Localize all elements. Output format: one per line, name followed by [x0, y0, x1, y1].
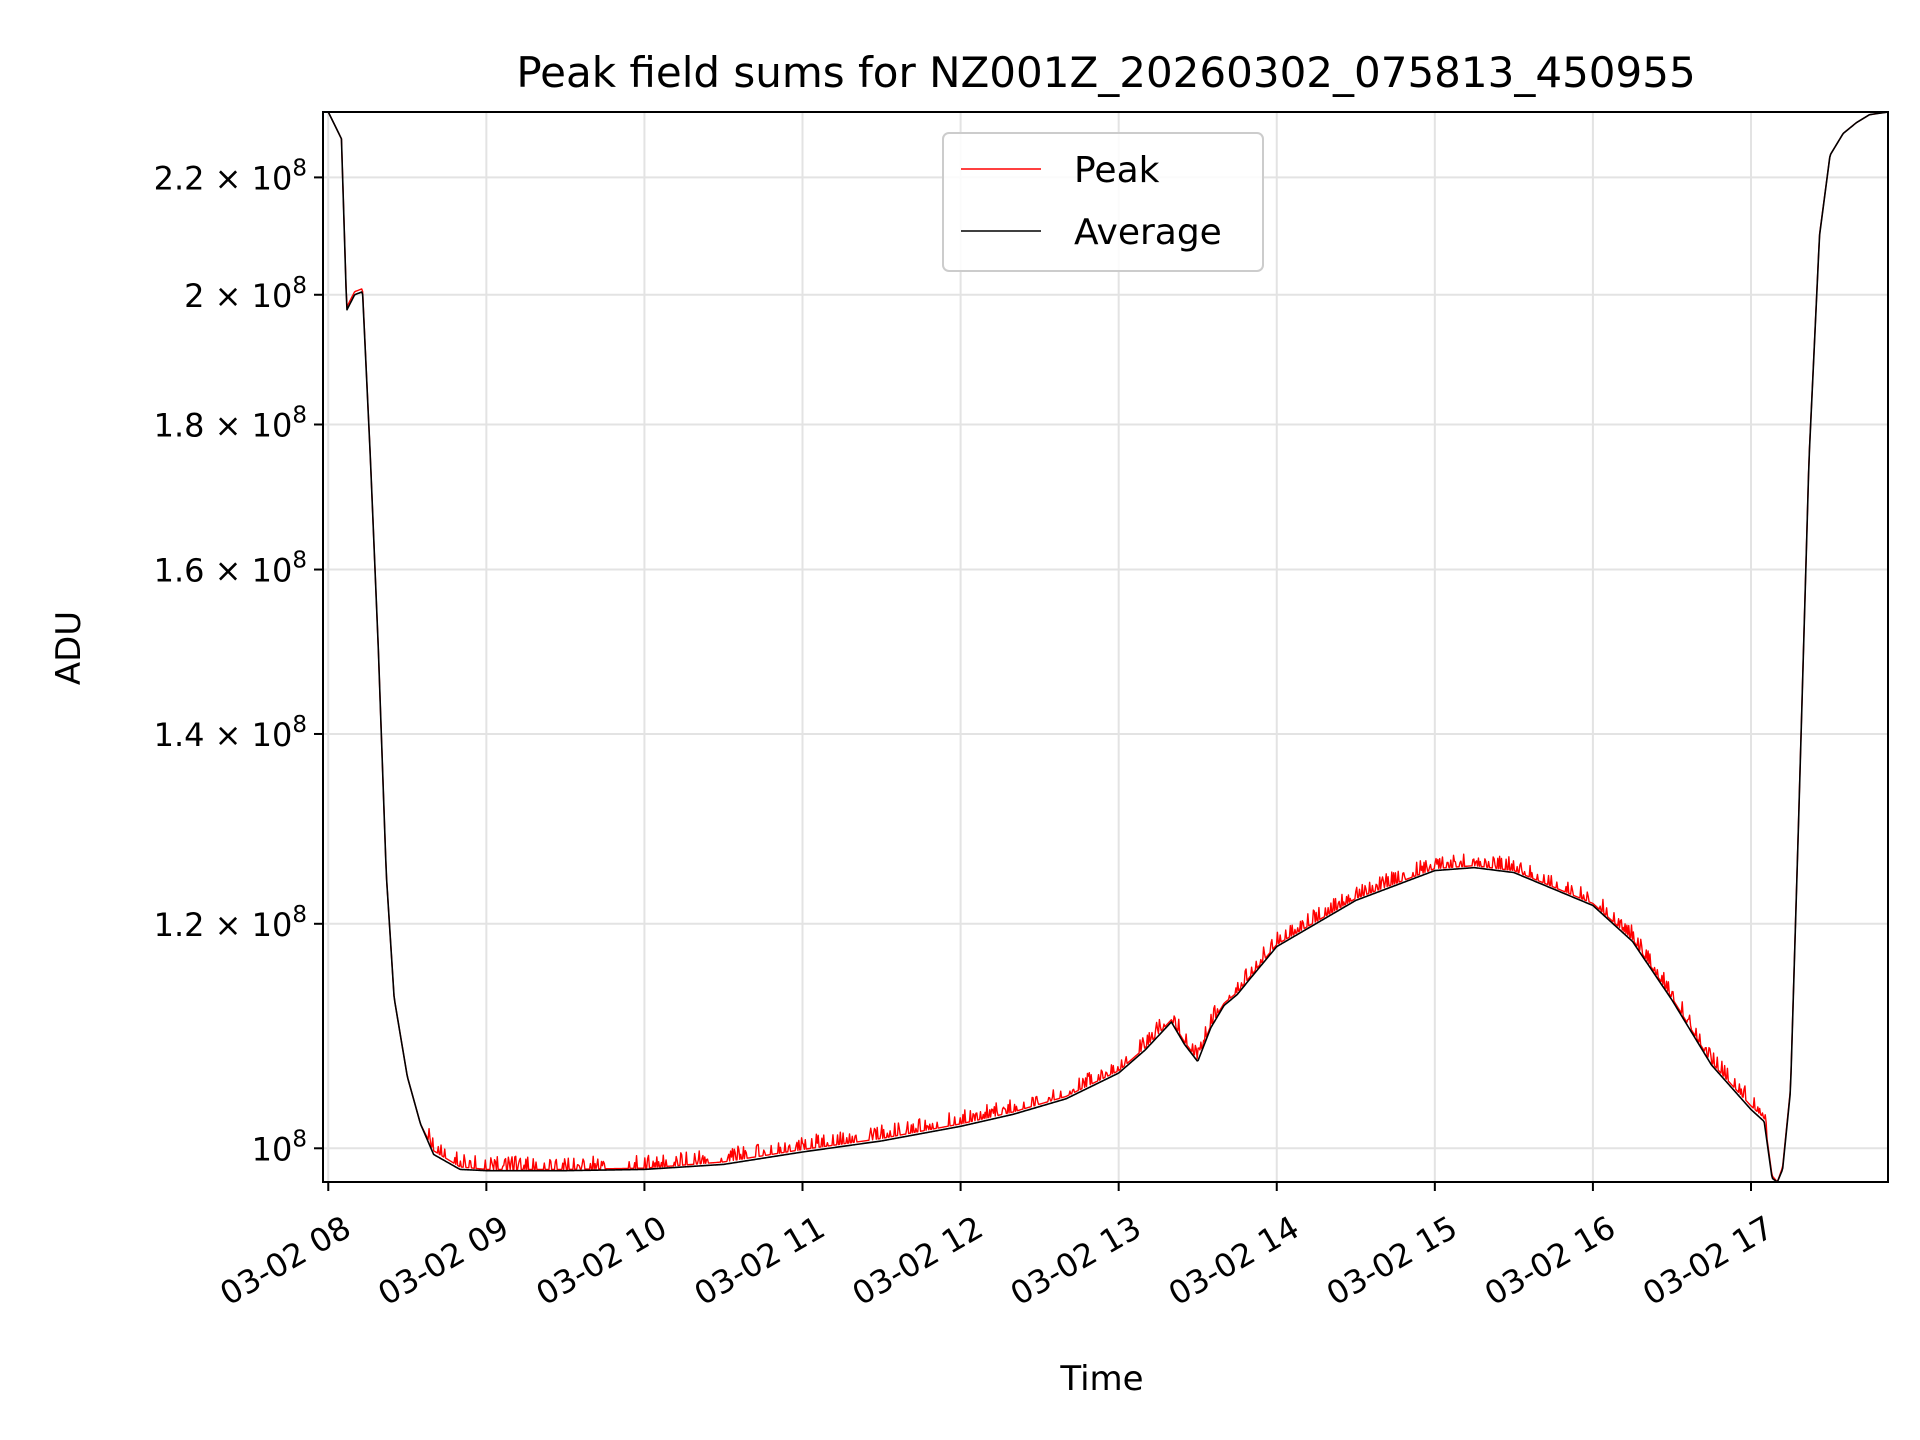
legend-box	[942, 132, 1264, 272]
series-line-peak	[323, 112, 1888, 1182]
plot-frame	[322, 111, 1889, 1183]
legend-label-average: Average	[1074, 212, 1222, 253]
y-tick-label: 1.4 × 108	[154, 712, 307, 754]
y-tick-label: 1.8 × 108	[154, 403, 307, 445]
legend-label-peak: Peak	[1074, 150, 1160, 191]
y-tick-label: 2 × 108	[184, 273, 307, 315]
y-tick-label: 1.6 × 108	[154, 548, 307, 590]
y-tick-label: 108	[252, 1126, 307, 1168]
series-lines	[323, 112, 1888, 1182]
grid	[323, 112, 1888, 1182]
y-axis: 108 1.2 × 108 1.4 × 108 1.6 × 108 1.8 × 108 2…	[154, 155, 323, 1168]
series-line-average	[323, 112, 1888, 1182]
y-tick-label: 2.2 × 108	[154, 155, 307, 197]
chart-title: Peak field sums for NZ001Z_20260302_0758…	[516, 48, 1695, 97]
x-axis-title: Time	[1059, 1359, 1143, 1399]
legend: Peak Average	[942, 132, 1264, 272]
y-tick-label: 1.2 × 108	[154, 902, 307, 944]
y-axis-title: ADU	[49, 611, 89, 685]
